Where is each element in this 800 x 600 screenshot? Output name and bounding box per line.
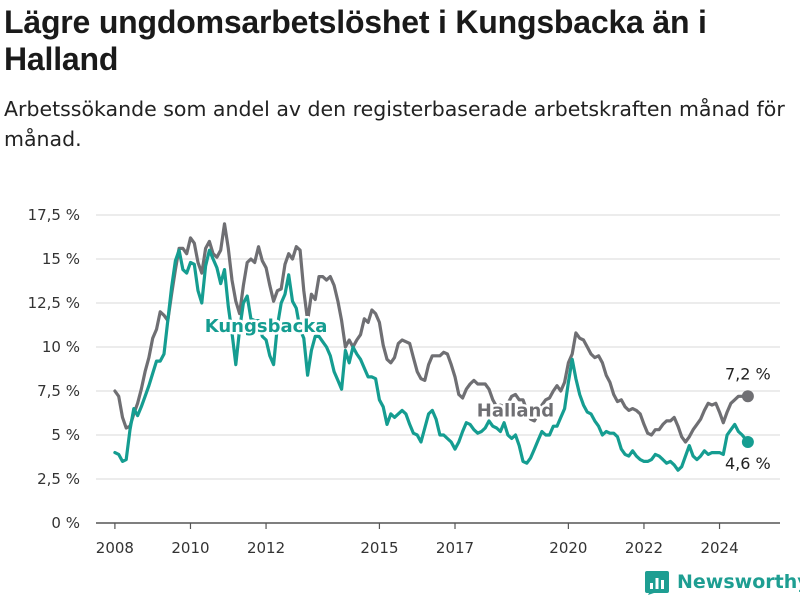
y-tick-label: 0 % [51,514,80,532]
end-point-halland [741,390,754,403]
x-axis: 2008 2010 2012 2015 2017 2020 2022 2024 [96,523,739,557]
chart-title: Lägre ungdomsarbetslöshet i Kungsbacka ä… [4,4,707,77]
series-line-halland [113,222,750,444]
gridlines [96,214,780,524]
series-lines [113,222,754,472]
series-label-kungsbacka: Kungsbacka [205,316,328,337]
x-tick-label: 2017 [436,539,474,557]
series-label-halland: Halland [477,400,554,421]
chart-subtitle: Arbetssökande som andel av den registerb… [4,97,785,151]
newsworthy-logo[interactable]: Newsworthy [644,569,800,595]
end-point-kungsbacka [741,436,754,449]
y-tick-label: 5 % [51,426,80,444]
end-label-halland: 7,2 % [725,364,771,383]
x-tick-label: 2008 [96,539,134,557]
series-line-kungsbacka [113,248,750,472]
series-labels: Halland 7,2 % Kungsbacka 4,6 % [202,313,773,475]
x-tick-label: 2024 [700,539,738,557]
x-tick-label: 2020 [549,539,587,557]
brand-name: Newsworthy [677,571,800,593]
x-tick-label: 2010 [171,539,209,557]
y-tick-label: 12,5 % [28,294,80,312]
x-tick-label: 2022 [625,539,663,557]
end-label-kungsbacka: 4,6 % [725,454,771,473]
x-tick-label: 2015 [360,539,398,557]
x-tick-label: 2012 [247,539,285,557]
newsworthy-logo-icon [645,571,669,595]
y-tick-label: 7,5 % [37,382,80,400]
y-tick-label: 10 % [42,338,80,356]
y-tick-label: 15 % [42,250,80,268]
y-tick-label: 17,5 % [28,206,80,224]
y-tick-label: 2,5 % [37,470,80,488]
y-axis-ticks: 0 % 2,5 % 5 % 7,5 % 10 % 12,5 % 15 % 17,5 % [28,206,80,532]
